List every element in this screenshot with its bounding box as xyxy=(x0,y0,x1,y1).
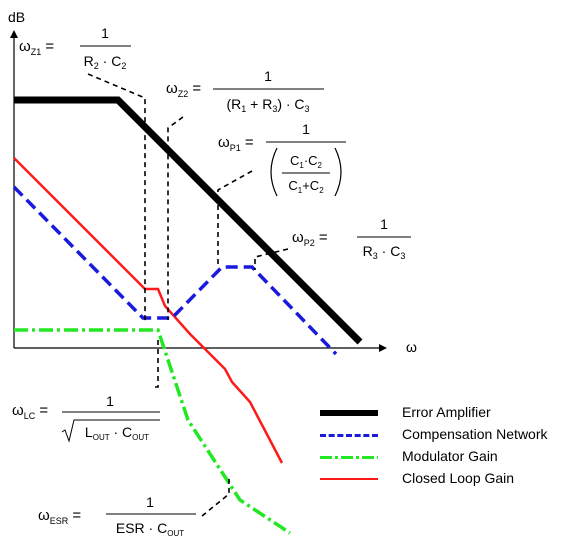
inner-numerator: C1·C2 xyxy=(290,153,323,170)
formula-numerator: 1 xyxy=(302,121,310,137)
formula-numerator: 1 xyxy=(146,494,154,510)
formula-wz2: ωZ2 = 1 (R1 + R3) · C3 xyxy=(166,68,324,114)
formula-symbol: ωP2 = xyxy=(292,229,328,248)
formula-denominator: R2 · C2 xyxy=(84,53,127,71)
leader-wp1 xyxy=(217,170,253,268)
error-amplifier-curve xyxy=(14,96,363,345)
legend-label: Modulator Gain xyxy=(402,448,498,464)
formula-numerator: 1 xyxy=(106,393,114,409)
sqrt-sign xyxy=(61,419,160,443)
formula-symbol: ωZ2 = xyxy=(166,80,201,99)
formula-wlc: ωLC = 1 LOUT · COUT xyxy=(12,393,160,443)
x-axis-label: ω xyxy=(406,339,417,355)
formula-wz1: ωZ1 = 1 R2 · C2 xyxy=(19,25,131,71)
formula-wp2: ωP2 = 1 R3 · C3 xyxy=(292,216,411,261)
y-axis-label: dB xyxy=(8,9,25,25)
modulator-gain-curve xyxy=(14,328,291,535)
formula-wesr: ωESR = 1 ESR · COUT xyxy=(38,494,196,538)
legend: Error Amplifier Compensation Network Mod… xyxy=(320,402,570,490)
formula-numerator: 1 xyxy=(101,25,109,41)
closed-loop-gain-curve xyxy=(13,157,284,464)
left-paren xyxy=(270,147,278,197)
formula-denominator: LOUT · COUT xyxy=(85,424,149,442)
leader-wz2 xyxy=(167,116,184,320)
legend-swatch xyxy=(320,433,378,437)
formula-symbol: ωZ1 = xyxy=(19,38,54,57)
legend-item-modulator-gain: Modulator Gain xyxy=(320,446,570,468)
legend-item-compensation-network: Compensation Network xyxy=(320,424,570,446)
formula-numerator: 1 xyxy=(380,216,388,232)
formula-numerator: 1 xyxy=(264,68,272,84)
legend-item-closed-loop-gain: Closed Loop Gain xyxy=(320,468,570,490)
leader-wz1 xyxy=(87,73,146,322)
legend-swatch xyxy=(320,478,378,480)
legend-swatch xyxy=(320,455,378,459)
formula-symbol: ωLC = xyxy=(12,402,48,421)
formula-denominator: (R1 + R3) · C3 xyxy=(226,96,309,114)
formula-denominator: R3 · C3 xyxy=(363,243,406,261)
legend-item-error-amplifier: Error Amplifier xyxy=(320,402,570,424)
legend-label: Compensation Network xyxy=(402,426,548,442)
formula-wp1: ωP1 = 1 C1·C2 C1+C2 xyxy=(218,121,346,197)
leader-wlc xyxy=(155,336,159,388)
formula-symbol: ωP1 = xyxy=(218,134,254,153)
right-paren xyxy=(334,147,342,197)
compensation-network-curve xyxy=(12,185,338,356)
legend-label: Closed Loop Gain xyxy=(402,470,515,486)
legend-swatch xyxy=(320,410,378,416)
legend-label: Error Amplifier xyxy=(402,404,491,420)
leader-wp2 xyxy=(254,248,289,270)
leader-wesr xyxy=(201,477,230,517)
inner-denominator: C1+C2 xyxy=(288,178,324,195)
formula-symbol: ωESR = xyxy=(38,507,81,526)
leader-lines xyxy=(87,73,289,517)
formula-denominator: ESR · COUT xyxy=(116,520,184,538)
